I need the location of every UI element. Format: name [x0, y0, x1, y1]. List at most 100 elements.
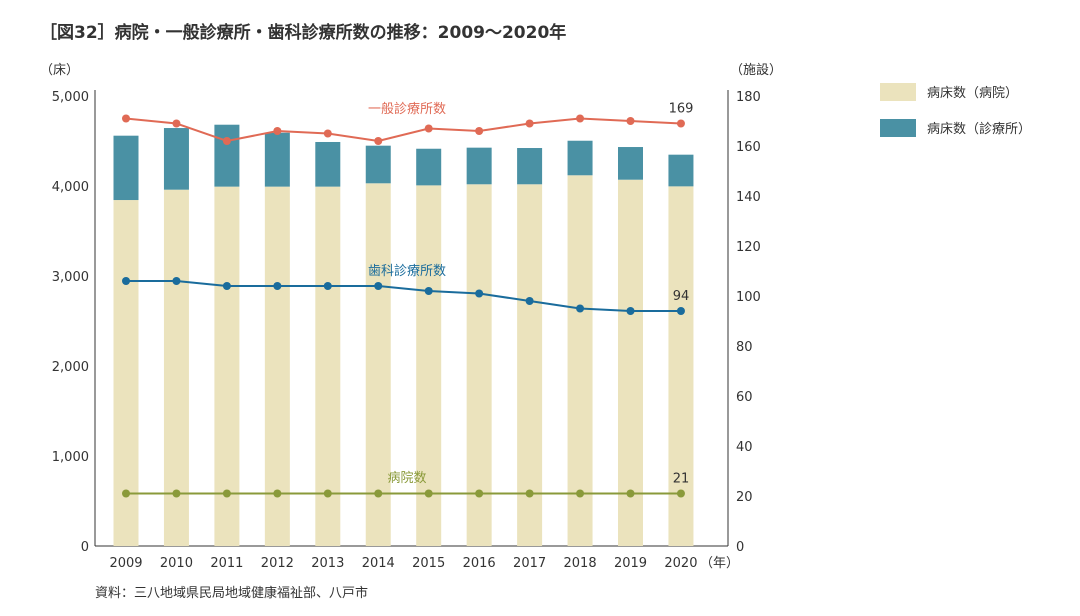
line-point [122, 114, 130, 123]
right-tick-label: 20 [736, 490, 753, 505]
line-point [576, 304, 585, 313]
bar-hospital-beds [315, 186, 341, 546]
bar-clinic-beds [264, 132, 290, 187]
x-tick-label: 2015 [412, 556, 445, 571]
bar-clinic-beds [618, 147, 643, 180]
bar-hospital-beds [668, 186, 694, 547]
line-point [525, 119, 534, 128]
line-point [576, 114, 585, 123]
line-point [525, 489, 534, 498]
bar-hospital-beds [517, 184, 543, 547]
line-series [126, 280, 681, 312]
line-point [172, 119, 181, 128]
line-point [323, 489, 332, 498]
line-point [122, 277, 130, 285]
line-point [273, 282, 282, 290]
x-tick-label: 2018 [564, 556, 597, 571]
line-point [626, 489, 635, 498]
series-label: 一般診療所数 [368, 101, 446, 117]
bar-hospital-beds [416, 185, 442, 546]
x-tick-label: 2014 [362, 556, 395, 571]
right-tick-label: 60 [736, 390, 753, 405]
line-point [676, 307, 685, 315]
line-point [676, 119, 685, 128]
line-point [576, 489, 585, 498]
x-tick-label: 2017 [513, 556, 546, 571]
line-point [273, 127, 282, 135]
bar-hospital-beds [214, 186, 240, 546]
right-tick-label: 100 [736, 290, 761, 305]
end-value-label: 94 [673, 289, 690, 304]
x-tick-label: 2010 [160, 556, 193, 571]
right-axis-label: （施設） [730, 62, 782, 78]
bar-clinic-beds [113, 135, 139, 201]
bar-clinic-beds [567, 140, 593, 176]
bar-clinic-beds [365, 145, 391, 184]
end-value-label: 21 [673, 472, 690, 487]
left-tick-label: 2,000 [52, 360, 89, 375]
legend-label: 病床数（診療所） [927, 121, 1031, 137]
bar-hospital-beds [163, 189, 189, 546]
line-point [676, 489, 685, 498]
x-tick-label: 2019 [614, 556, 647, 571]
source-note: 資料：三八地域県民局地域健康福祉部、八戸市 [95, 585, 368, 601]
x-tick-label: 2009 [109, 556, 142, 571]
left-tick-label: 3,000 [52, 270, 89, 285]
bar-clinic-beds [416, 148, 442, 186]
right-tick-label: 140 [736, 190, 761, 205]
line-point [424, 287, 433, 295]
left-tick-label: 0 [81, 540, 89, 555]
right-tick-label: 80 [736, 340, 753, 355]
bar-hospital-beds [466, 184, 492, 547]
line-point [626, 117, 635, 125]
line-series [125, 117, 681, 143]
x-tick-label: 2011 [210, 556, 243, 571]
line-point [374, 282, 383, 290]
line-point [323, 282, 332, 290]
x-tick-label: 2016 [463, 556, 496, 571]
right-tick-label: 160 [736, 140, 761, 155]
line-point [626, 307, 635, 315]
bar-hospital-beds [264, 186, 290, 546]
line-point [172, 277, 181, 285]
bar-clinic-beds [668, 154, 694, 187]
x-tick-label: 2020 [664, 556, 697, 571]
bar-hospital-beds [113, 200, 139, 547]
line-point [424, 124, 433, 133]
line-point [475, 489, 484, 498]
bar-hospital-beds [365, 183, 391, 547]
bar-hospital-beds [618, 179, 643, 546]
bar-clinic-beds [163, 128, 189, 190]
bar-clinic-beds [214, 124, 240, 187]
left-tick-label: 5,000 [52, 90, 89, 105]
left-axis-label: （床） [40, 63, 79, 78]
line-point [273, 489, 282, 498]
line-point [374, 137, 383, 145]
right-tick-label: 180 [736, 90, 761, 105]
x-axis-label: （年） [700, 556, 739, 571]
line-point [374, 489, 383, 498]
line-point [475, 289, 484, 298]
bar-clinic-beds [466, 147, 492, 185]
line-point [424, 489, 433, 498]
series-label: 病院数 [387, 471, 426, 486]
line-point [172, 489, 181, 498]
line-point [222, 489, 231, 498]
left-tick-label: 4,000 [52, 180, 89, 195]
line-point [222, 282, 231, 290]
series-label: 歯科診療所数 [368, 263, 446, 279]
line-point [122, 489, 130, 498]
x-tick-label: 2013 [311, 556, 344, 571]
line-point [222, 137, 231, 145]
right-tick-label: 120 [736, 240, 761, 255]
legend-label: 病床数（病院） [927, 86, 1018, 101]
bar-hospital-beds [567, 175, 593, 547]
legend-swatch [880, 83, 916, 101]
end-value-label: 169 [669, 102, 694, 117]
left-tick-label: 1,000 [52, 450, 89, 465]
line-point [525, 297, 534, 305]
chart-title: ［図32］病院・一般診療所・歯科診療所数の推移：2009～2020年 [40, 22, 566, 43]
x-tick-label: 2012 [261, 556, 294, 571]
